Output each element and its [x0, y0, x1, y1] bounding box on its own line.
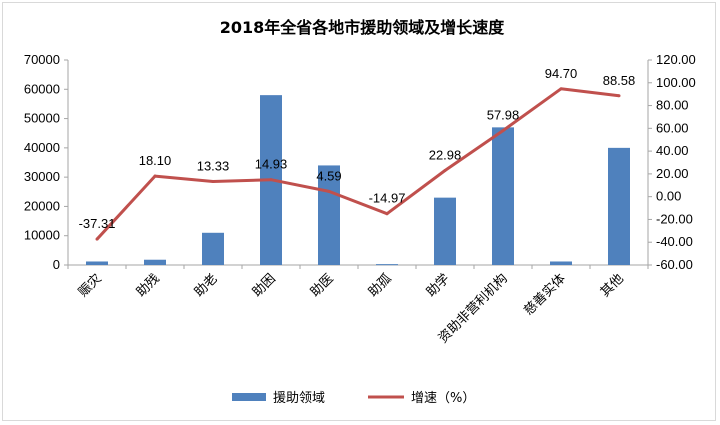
right-tick-label: 120.00	[656, 52, 696, 67]
line-point	[211, 179, 215, 183]
growth-line	[95, 87, 620, 241]
line-data-label: 4.59	[316, 168, 341, 183]
line-data-label: -37.31	[79, 216, 116, 231]
left-tick-label: 10000	[24, 228, 60, 243]
left-tick-label: 70000	[24, 52, 60, 67]
category-label: 助孤	[366, 271, 395, 300]
line-point	[617, 94, 621, 98]
line-point	[501, 129, 505, 133]
category-label: 助医	[308, 271, 337, 300]
right-tick-label: 0.00	[656, 189, 681, 204]
right-tick-label: -20.00	[656, 211, 693, 226]
left-tick-label: 50000	[24, 111, 60, 126]
left-tick-label: 60000	[24, 81, 60, 96]
line-data-label: 13.33	[197, 158, 230, 173]
category-label: 其他	[598, 271, 627, 300]
legend-label-line: 增速（%）	[411, 391, 475, 406]
data-labels: -37.31 18.10 13.33 14.93 4.59 -14.97 22.98 57.9…	[79, 66, 636, 231]
bar-series	[86, 95, 630, 266]
category-label: 助学	[423, 271, 453, 301]
right-tick-label: -60.00	[656, 257, 693, 272]
line-point	[153, 174, 157, 178]
line-data-label: 57.98	[487, 108, 520, 123]
bar	[86, 261, 108, 265]
category-label: 助残	[134, 271, 163, 300]
right-tick-label: 100.00	[656, 75, 696, 90]
axes: 0 10000 20000 30000 40000 50000 60000 70000 -60.…	[24, 52, 696, 272]
line-data-label: 18.10	[139, 153, 172, 168]
category-label: 赈灾	[75, 271, 105, 301]
bar	[550, 261, 572, 265]
line-data-label: 94.70	[545, 66, 578, 81]
legend-swatch-bars	[232, 393, 266, 401]
line-point	[443, 168, 447, 172]
chart-title: 2018年全省各地市援助领域及增长速度	[220, 18, 506, 37]
line-data-label: -14.97	[369, 191, 406, 206]
left-tick-label: 0	[53, 257, 60, 272]
line-point	[559, 87, 563, 91]
left-tick-label: 40000	[24, 140, 60, 155]
right-tick-label: 40.00	[656, 143, 689, 158]
right-tick-label: -40.00	[656, 234, 693, 249]
bar	[608, 147, 630, 265]
line-point	[95, 237, 99, 241]
line-point	[269, 178, 273, 182]
legend-label-bars: 援助领域	[273, 391, 325, 406]
category-label: 助困	[250, 271, 279, 300]
line-data-label: 22.98	[429, 147, 462, 162]
right-tick-label: 80.00	[656, 98, 689, 113]
category-label: 助老	[192, 271, 221, 300]
category-label: 慈善实体	[521, 271, 569, 319]
bar	[376, 264, 398, 266]
left-tick-label: 20000	[24, 198, 60, 213]
line-data-label: 14.93	[255, 157, 288, 172]
right-tick-label: 20.00	[656, 166, 689, 181]
bar	[492, 127, 514, 265]
line-data-label: 88.58	[603, 73, 636, 88]
line-series	[95, 87, 621, 241]
bar	[202, 232, 224, 265]
bar	[434, 197, 456, 265]
bar	[144, 259, 166, 265]
line-point	[385, 212, 389, 216]
right-tick-label: 60.00	[656, 120, 689, 135]
left-tick-label: 30000	[24, 169, 60, 184]
line-point	[327, 189, 331, 193]
legend: 援助领域 增速（%）	[232, 391, 475, 406]
